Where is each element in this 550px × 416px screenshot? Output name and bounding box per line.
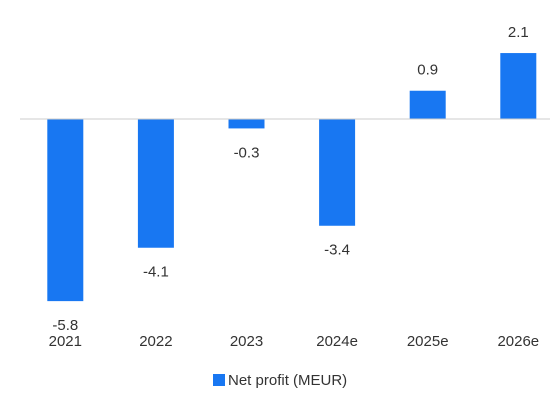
legend-swatch bbox=[213, 374, 225, 386]
data-label: -3.4 bbox=[324, 242, 350, 259]
legend-label: Net profit (MEUR) bbox=[228, 372, 347, 389]
data-label: -4.1 bbox=[143, 264, 169, 281]
bar bbox=[319, 119, 356, 226]
bar bbox=[137, 119, 174, 248]
bar bbox=[228, 119, 265, 129]
x-tick-label: 2023 bbox=[230, 333, 263, 350]
bar bbox=[47, 119, 84, 302]
x-tick-label: 2021 bbox=[49, 333, 82, 350]
bar bbox=[500, 53, 537, 120]
data-label: -5.8 bbox=[52, 317, 78, 334]
x-tick-label: 2024e bbox=[316, 333, 358, 350]
x-tick-label: 2022 bbox=[139, 333, 172, 350]
x-tick-label: 2026e bbox=[497, 333, 539, 350]
x-tick-label: 2025e bbox=[407, 333, 449, 350]
data-label: 0.9 bbox=[417, 62, 438, 79]
data-label: -0.3 bbox=[234, 144, 260, 161]
bar bbox=[409, 90, 446, 119]
data-label: 2.1 bbox=[508, 24, 529, 41]
